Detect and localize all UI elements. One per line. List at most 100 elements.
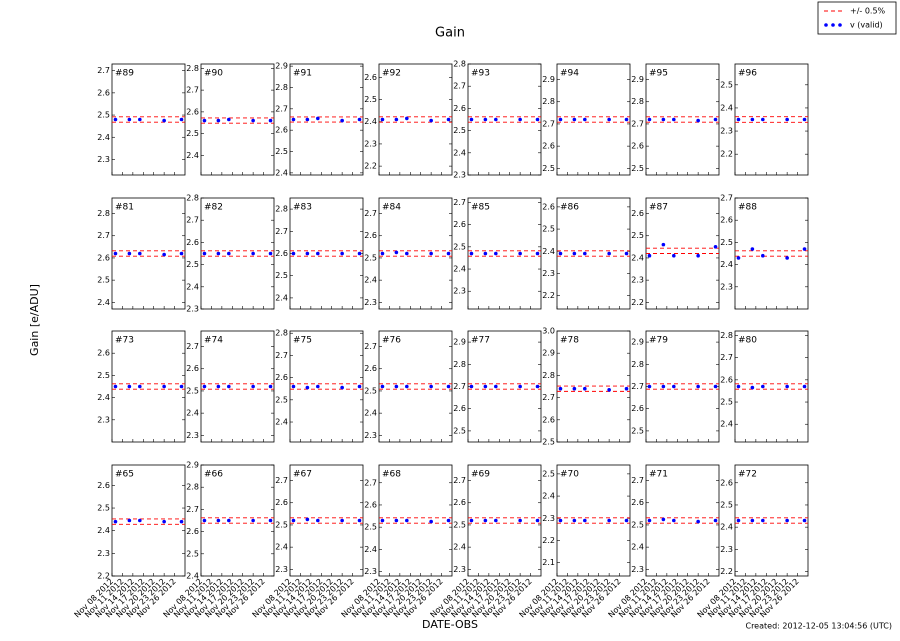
data-point (405, 518, 409, 523)
y-tick-label: 2.7 (542, 119, 555, 128)
data-point (494, 117, 498, 122)
y-tick-label: 2.9 (453, 338, 466, 347)
y-tick-label: 2.4 (720, 103, 733, 112)
data-point (672, 384, 676, 389)
data-point (138, 518, 142, 523)
y-tick-label: 2.3 (275, 565, 288, 574)
y-tick-label: 2.7 (97, 66, 110, 75)
y-tick-label: 2.4 (453, 148, 466, 157)
y-tick-label: 2.2 (720, 567, 733, 576)
y-tick-label: 2.7 (186, 216, 199, 225)
y-tick-label: 2.3 (97, 549, 110, 558)
data-point (162, 252, 166, 257)
y-tick-label: 2.5 (631, 520, 644, 529)
data-point (268, 251, 273, 256)
data-point (761, 117, 765, 122)
y-tick-label: 2.6 (97, 349, 110, 358)
data-point (572, 386, 577, 391)
data-point (113, 117, 118, 122)
panel-frame (200, 63, 275, 176)
data-point (483, 518, 488, 523)
data-point (127, 251, 132, 256)
data-point (405, 251, 409, 256)
data-point (672, 117, 676, 122)
data-point (227, 251, 231, 256)
y-axis-label: Gain [e/ADU] (28, 284, 41, 356)
y-tick-label: 2.6 (542, 202, 555, 211)
y-tick-label: 2.6 (631, 498, 644, 507)
panel-label: #91 (293, 69, 312, 79)
panel-label: #70 (560, 470, 579, 480)
y-tick-label: 2.8 (275, 205, 288, 214)
y-tick-label: 2.5 (542, 164, 555, 173)
data-point (380, 117, 385, 122)
panel-label: #83 (293, 203, 312, 213)
footer: Created: 2012-12-05 13:04:56 (UTC) (745, 622, 892, 631)
data-point (127, 384, 132, 389)
y-tick-label: 2.3 (720, 127, 733, 136)
y-tick-label: 2.6 (542, 142, 555, 151)
y-tick-label: 2.6 (631, 142, 644, 151)
y-tick-label: 2.5 (720, 398, 733, 407)
data-point (535, 518, 540, 523)
y-tick-label: 2.6 (631, 209, 644, 218)
data-point (179, 519, 184, 524)
data-point (429, 118, 433, 123)
data-point (340, 118, 344, 123)
panel-frame (556, 63, 631, 176)
data-point (647, 518, 652, 523)
panel-frame (289, 197, 364, 310)
data-point (429, 251, 433, 256)
data-point (113, 251, 118, 256)
y-tick-label: 2.6 (97, 481, 110, 490)
panel-label: #78 (560, 336, 579, 346)
y-tick-label: 2.7 (631, 382, 644, 391)
y-tick-label: 2.4 (97, 298, 110, 307)
panel-label: #95 (649, 69, 668, 79)
y-tick-label: 2.4 (542, 492, 555, 501)
panel-frame (378, 63, 453, 176)
y-tick-label: 2.7 (542, 393, 555, 402)
data-point (802, 518, 807, 523)
data-point (446, 117, 451, 122)
panel-label: #89 (115, 69, 134, 79)
y-tick-label: 2.7 (631, 476, 644, 485)
panel-frame (200, 197, 275, 310)
y-tick-label: 2.4 (631, 543, 644, 552)
data-point (316, 518, 320, 523)
panel-label: #80 (738, 336, 757, 346)
data-point (696, 253, 700, 258)
y-tick-label: 2.3 (720, 282, 733, 291)
y-tick-label: 2.4 (275, 293, 288, 302)
data-point (305, 251, 310, 256)
y-tick-label: 2.5 (275, 395, 288, 404)
data-point (558, 386, 563, 391)
y-tick-label: 2.6 (720, 216, 733, 225)
data-point (216, 251, 221, 256)
y-tick-label: 2.3 (97, 155, 110, 164)
y-tick-label: 2.5 (186, 549, 199, 558)
y-tick-label: 2.3 (453, 171, 466, 180)
y-tick-label: 2.5 (364, 95, 377, 104)
y-tick-label: 2.7 (720, 194, 733, 203)
data-point (750, 247, 755, 251)
panel-frame (289, 464, 364, 577)
y-tick-label: 2.5 (542, 225, 555, 234)
data-point (305, 117, 310, 122)
data-point (558, 251, 563, 256)
panel-label: #67 (293, 470, 312, 480)
data-point (583, 117, 587, 122)
panel-frame (645, 464, 720, 577)
panel-label: #72 (738, 470, 757, 480)
panel-label: #77 (471, 336, 490, 346)
y-tick-label: 2.6 (542, 415, 555, 424)
data-point (291, 117, 296, 122)
data-point (357, 117, 362, 122)
data-point (750, 117, 755, 122)
y-tick-label: 2.2 (542, 291, 555, 300)
data-point (713, 384, 718, 389)
y-tick-label: 2.8 (186, 483, 199, 492)
data-point (802, 247, 807, 251)
y-tick-label: 2.4 (720, 523, 733, 532)
data-point (162, 519, 166, 524)
